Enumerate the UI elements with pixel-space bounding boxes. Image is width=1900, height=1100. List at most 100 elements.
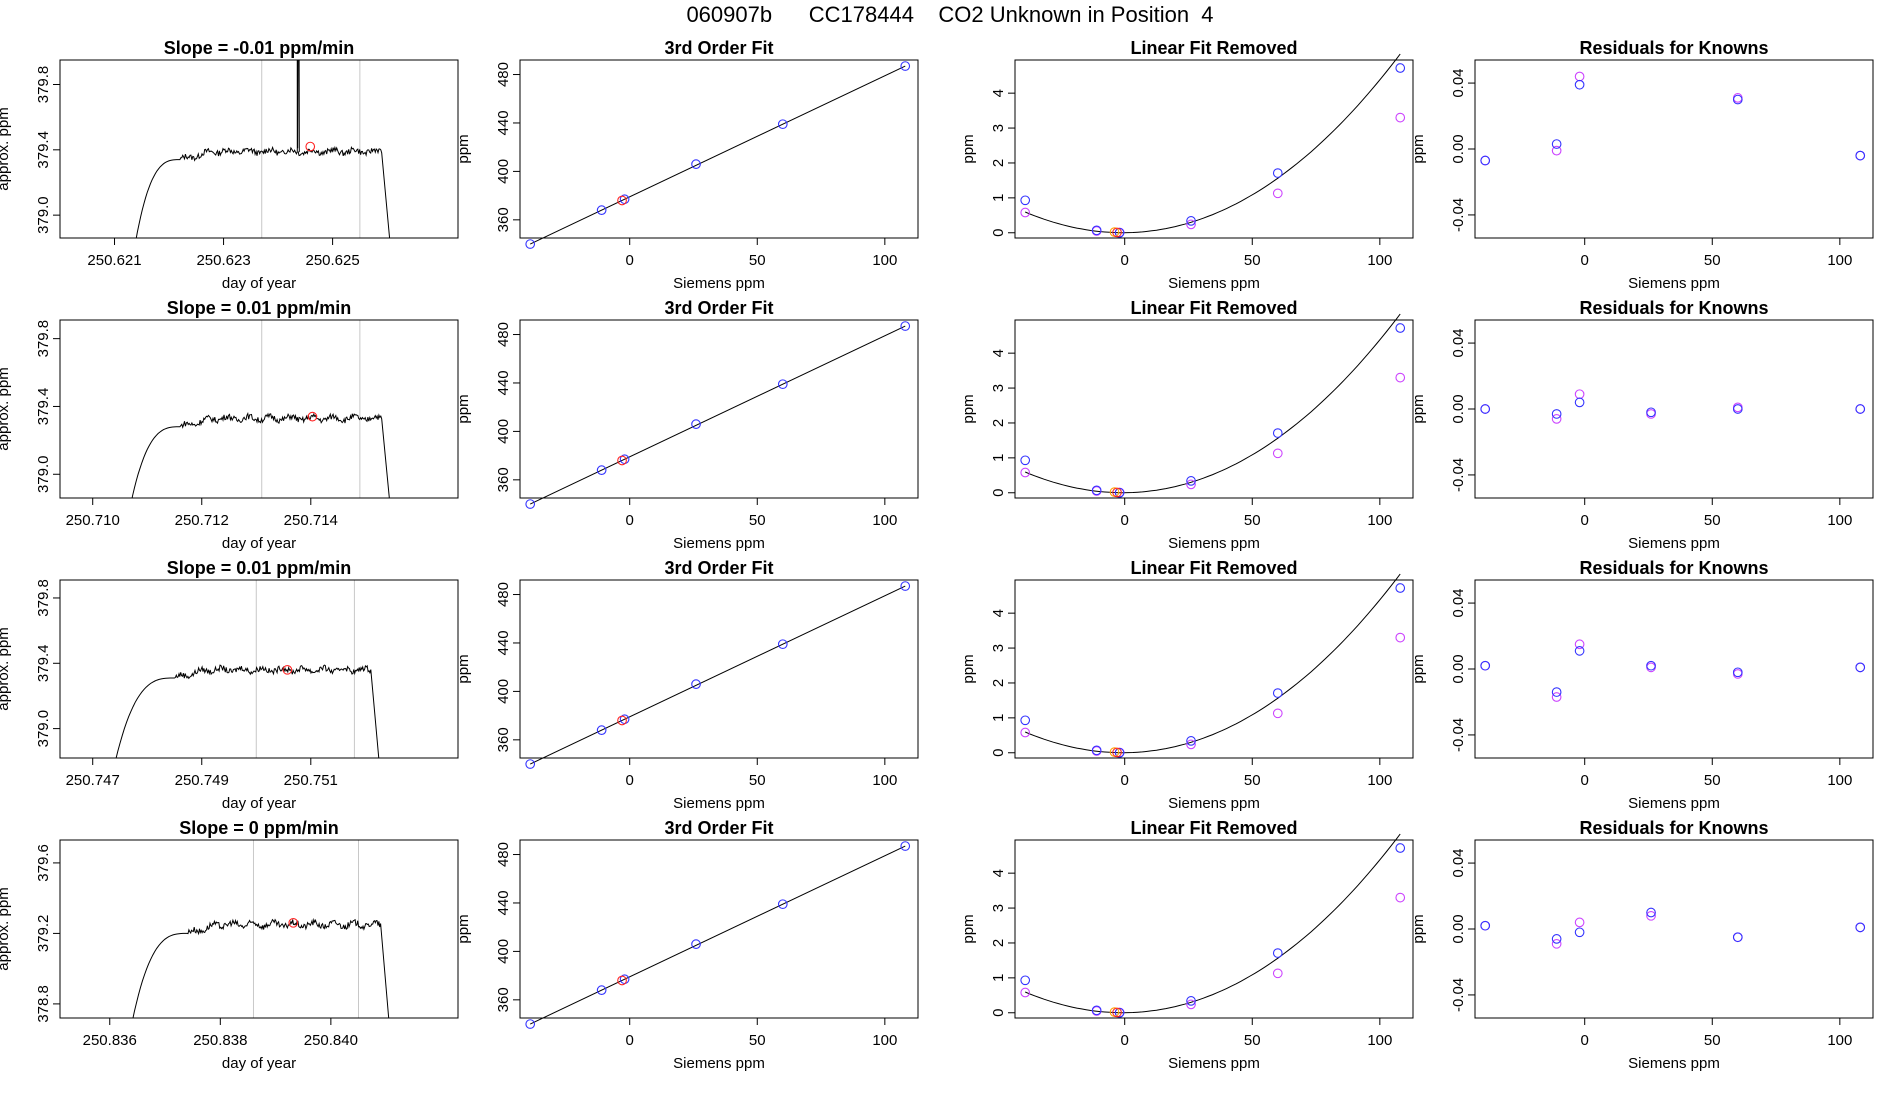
residual-point: [1855, 662, 1866, 673]
mean-marker: [288, 917, 299, 928]
timeseries-data: [131, 320, 390, 498]
known-standard-point: [1272, 948, 1283, 958]
residual-point: [1732, 404, 1743, 414]
residuals-panel-2: Residuals for Knowns 0 50 100 -0.04 0.00 0.04 S…: [1410, 298, 1874, 552]
y-tick-label: 0.00: [1450, 394, 1467, 423]
panel-title: Slope = 0.01 ppm/min: [167, 298, 352, 318]
known-standard-point: [596, 725, 607, 735]
residual-point: [1480, 920, 1491, 931]
panel-title: Residuals for Knowns: [1579, 38, 1768, 58]
linear-fit-removed-panel-1: Linear Fit Removed 0 50 100 0 1 2 3 4 Siemens ppm…: [960, 38, 1414, 292]
y-tick-label: 379.0: [35, 710, 52, 748]
known-standard-point: [525, 239, 536, 249]
x-tick-label: 250.712: [175, 512, 229, 529]
known-standard-point: [900, 321, 911, 331]
y-axis-label: ppm: [1410, 654, 1427, 683]
y-axis-label: ppm: [1410, 394, 1427, 423]
panel-title: 3rd Order Fit: [664, 558, 773, 578]
x-tick-label: 100: [1827, 1032, 1852, 1049]
known-standard-point: [1091, 225, 1102, 236]
y-tick-label: 1: [990, 194, 1007, 202]
residuals-panel-1: Residuals for Knowns 0 50 100 -0.04 0.00 0.04 S…: [1410, 38, 1874, 292]
mean-marker: [282, 664, 293, 675]
x-axis-label: Siemens ppm: [1168, 275, 1260, 292]
known-standard-point: [777, 899, 788, 910]
residual-point-alt: [1551, 145, 1562, 156]
known-standard-point: [1395, 583, 1406, 593]
residual-point-alt: [1574, 917, 1585, 928]
known-standard-point: [1020, 975, 1031, 986]
y-axis-label: approx. ppm: [0, 367, 12, 450]
y-axis-label: ppm: [455, 134, 472, 163]
residual-point: [1732, 94, 1743, 105]
x-tick-label: 50: [1244, 1032, 1261, 1049]
x-axis-label: Siemens ppm: [1168, 795, 1260, 812]
x-axis-label: day of year: [222, 1055, 296, 1072]
residual-point: [1551, 934, 1562, 944]
fit-line: [529, 325, 906, 505]
y-tick-label: 0: [990, 489, 1007, 497]
x-tick-label: 50: [749, 252, 766, 269]
known-standard-point: [1272, 428, 1283, 438]
x-tick-label: 50: [749, 512, 766, 529]
alt-fit-point: [1020, 727, 1031, 738]
y-tick-label: 480: [495, 322, 512, 347]
y-tick-label: 0: [990, 229, 1007, 237]
unknown-sample-point: [1112, 227, 1122, 238]
unknown-sample-point: [1112, 747, 1122, 758]
residual-point-alt: [1574, 71, 1585, 82]
residual-point: [1551, 409, 1562, 419]
y-tick-label: 0.00: [1450, 914, 1467, 943]
panel-title: Linear Fit Removed: [1130, 38, 1297, 58]
y-tick-label: 0: [990, 749, 1007, 757]
y-tick-label: 360: [495, 987, 512, 1012]
y-axis-label: ppm: [455, 394, 472, 423]
x-axis-label: Siemens ppm: [1168, 1055, 1260, 1072]
timeseries-panel-4: Slope = 0 ppm/min 250.836 250.838 250.840 37…: [0, 818, 459, 1072]
x-tick-label: 250.838: [193, 1032, 247, 1049]
known-standard-point: [691, 159, 701, 169]
x-tick-label: 100: [872, 1032, 897, 1049]
alt-fit-point: [1186, 219, 1196, 230]
linear-fit-removed-panel-2: Linear Fit Removed 0 50 100 0 1 2 3 4 Siemens ppm…: [960, 298, 1414, 552]
mean-marker: [305, 141, 316, 152]
known-standard-point: [691, 679, 701, 689]
x-tick-label: 50: [1244, 252, 1261, 269]
x-tick-label: 0: [1121, 252, 1129, 269]
y-tick-label: -0.04: [1450, 718, 1467, 752]
x-tick-label: 250.710: [66, 512, 120, 529]
timeseries-panel-3: Slope = 0.01 ppm/min 250.747 250.749 250.75…: [0, 558, 459, 812]
plot-frame: [519, 59, 919, 239]
known-standard-point: [1186, 996, 1196, 1006]
plot-frame: [59, 839, 459, 1019]
x-tick-label: 0: [1121, 1032, 1129, 1049]
y-tick-label: 360: [495, 207, 512, 232]
x-tick-label: 50: [749, 1032, 766, 1049]
y-tick-label: 480: [495, 842, 512, 867]
residual-point: [1646, 907, 1656, 918]
residual-point-alt: [1551, 692, 1562, 702]
x-axis-label: Siemens ppm: [673, 1055, 765, 1072]
alt-fit-point: [1186, 999, 1196, 1010]
known-standard-point: [900, 841, 911, 851]
x-tick-label: 100: [1827, 512, 1852, 529]
y-tick-label: 4: [990, 89, 1007, 97]
x-axis-label: Siemens ppm: [1628, 795, 1720, 812]
x-axis-label: day of year: [222, 795, 296, 812]
known-standard-point: [777, 379, 788, 390]
plot-frame: [519, 839, 919, 1019]
residual-point: [1646, 660, 1656, 671]
x-axis-label: Siemens ppm: [1168, 535, 1260, 552]
residuals-panel-4: Residuals for Knowns 0 50 100 -0.04 0.00 0.04 S…: [1410, 818, 1874, 1072]
y-axis-label: approx. ppm: [0, 107, 12, 190]
y-tick-label: 440: [495, 890, 512, 915]
x-tick-label: 250.625: [305, 252, 359, 269]
panel-title: Slope = 0 ppm/min: [179, 818, 339, 838]
y-axis-label: ppm: [960, 654, 977, 683]
known-standard-point: [900, 61, 911, 71]
third-order-fit-panel-4: 3rd Order Fit 0 50 100 360 400 440 480 Siemens p…: [455, 818, 919, 1072]
y-tick-label: 1: [990, 974, 1007, 982]
panel-title: 3rd Order Fit: [664, 818, 773, 838]
residual-point-alt: [1551, 938, 1562, 949]
